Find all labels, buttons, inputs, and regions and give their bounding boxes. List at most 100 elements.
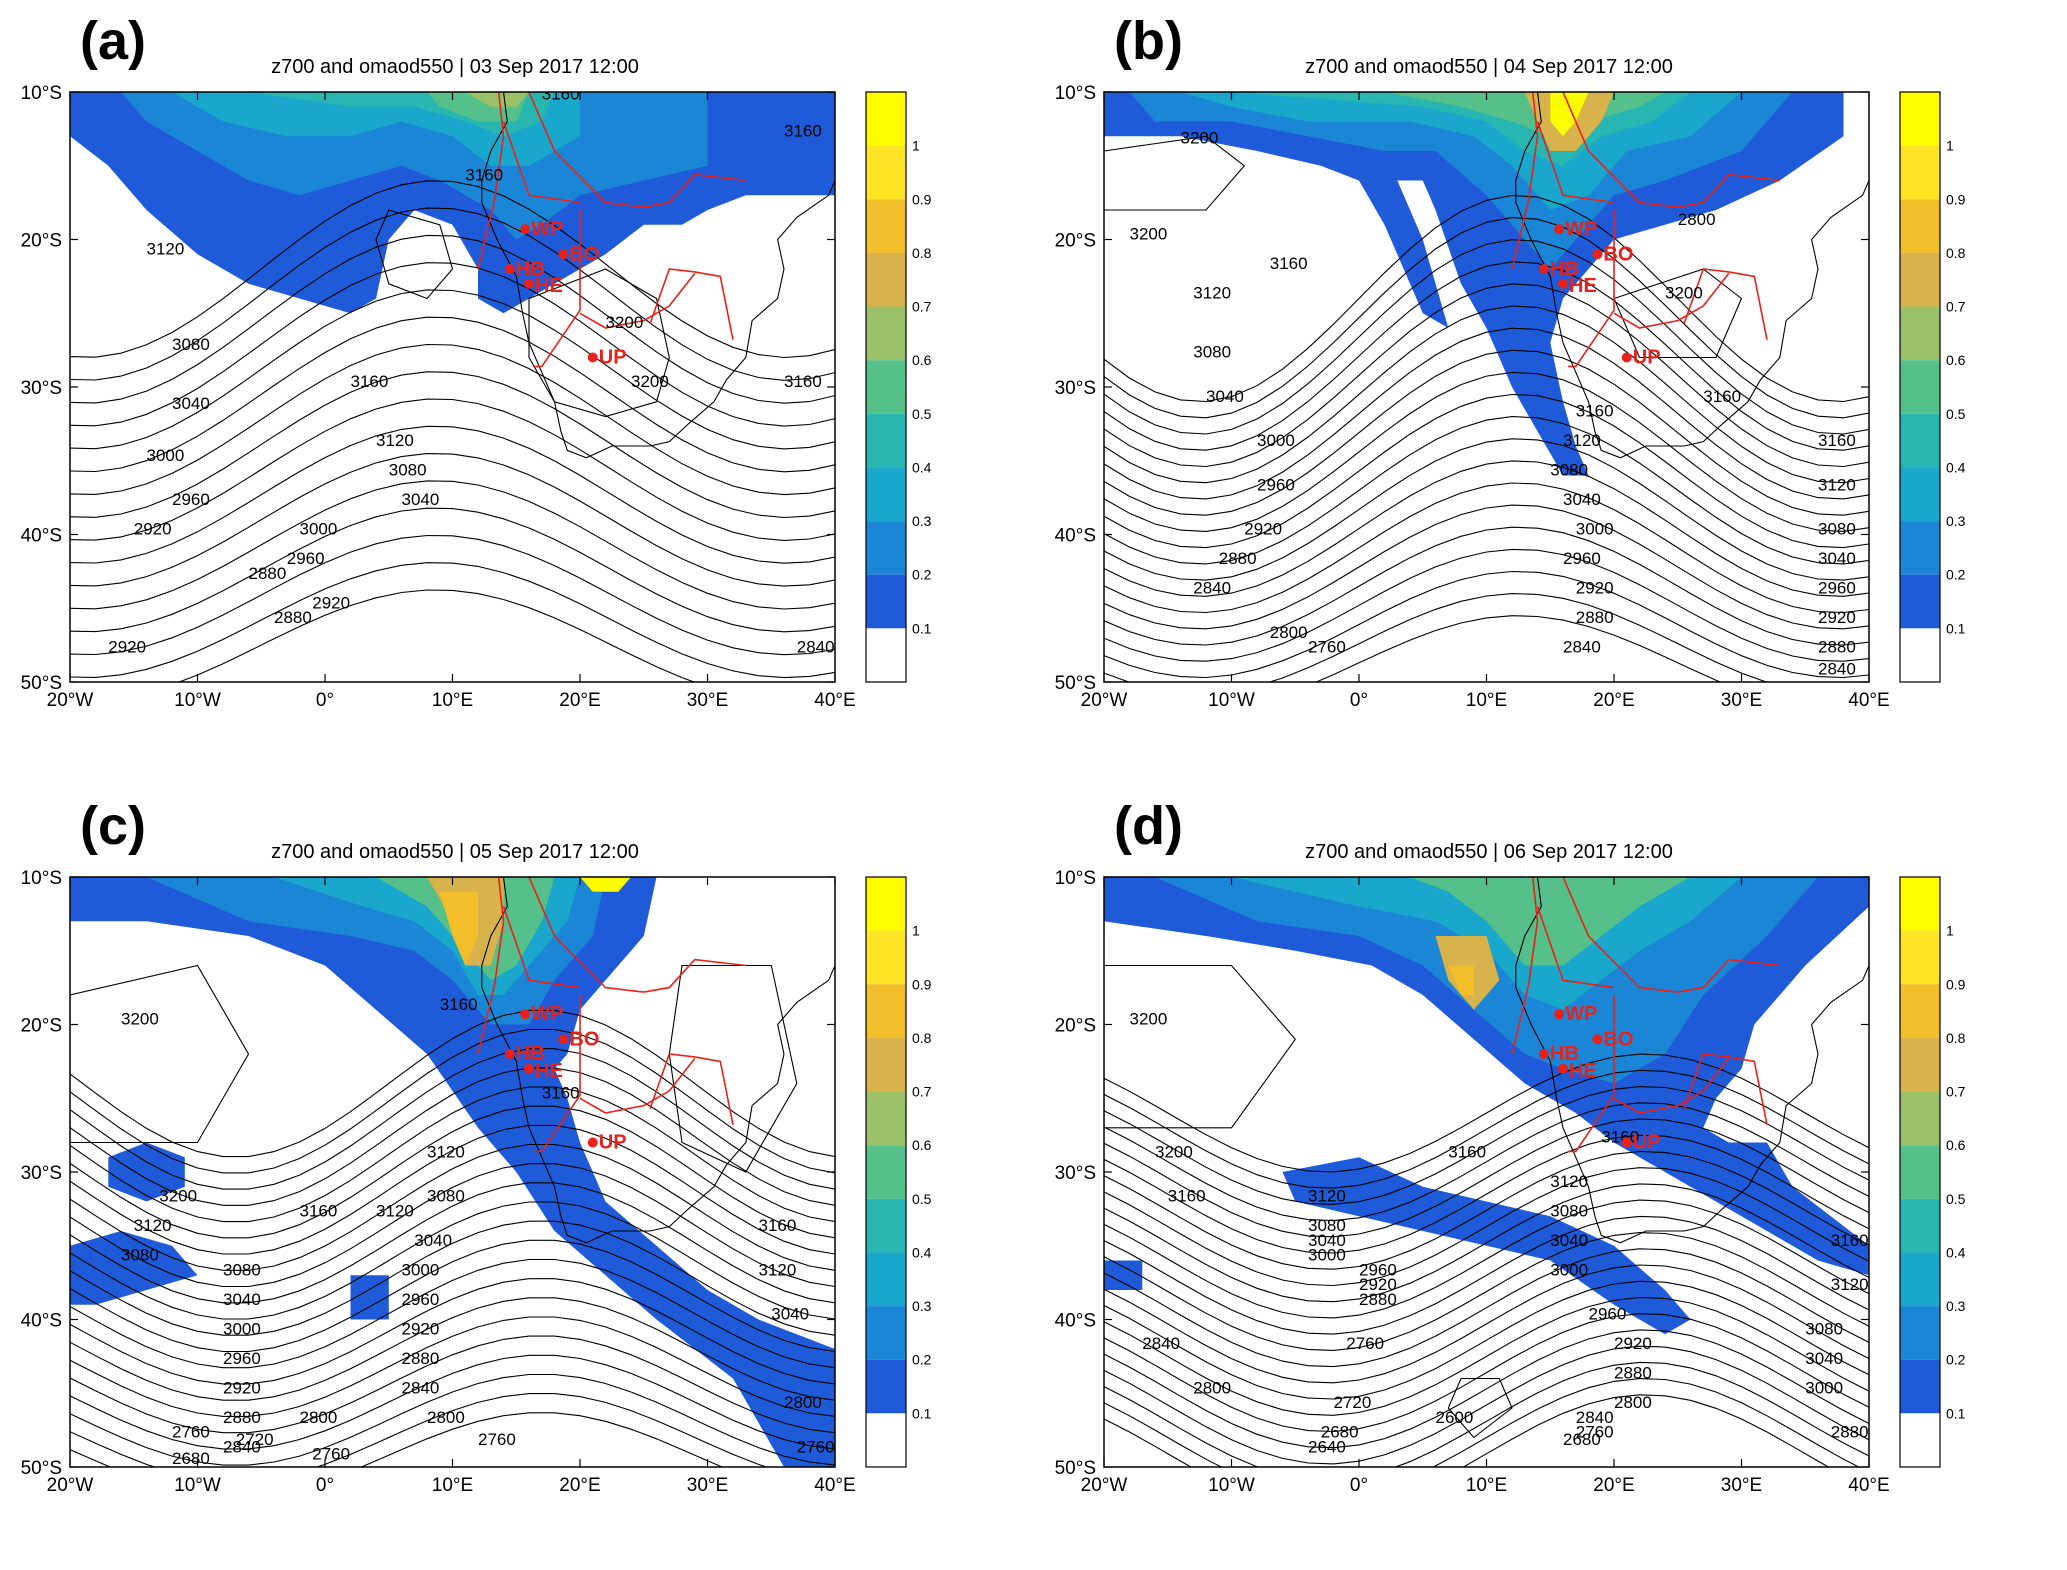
contour-label: 2920: [1244, 520, 1282, 539]
z700-contour: [70, 1048, 835, 1190]
contour-label: 2840: [402, 1378, 440, 1397]
contour-label: 2800: [784, 1393, 822, 1412]
contour-label: 2880: [1219, 549, 1257, 568]
contour-label: 3040: [172, 394, 210, 413]
lat-tick-label: 20°S: [21, 1016, 62, 1037]
z700-closed-contour: [1104, 135, 1246, 211]
contour-label: 3080: [389, 461, 427, 480]
z700-contour: [70, 1278, 835, 1385]
panel-letter: (c): [80, 796, 146, 856]
contour-label: 3040: [1818, 549, 1856, 568]
panel-letter: (a): [80, 11, 146, 71]
contour-label: 2680: [172, 1449, 210, 1468]
z700-closed-contour: [1447, 1377, 1513, 1439]
map-figure: 3200 3160 3200 3160 3120 3080 3120 3080 3040 3000…: [21, 868, 932, 1496]
colorbar-segment: [1900, 360, 1940, 414]
z700-contour: [1104, 1183, 1869, 1303]
site-label: HE: [1569, 1060, 1597, 1082]
lat-tick-label: 10°S: [21, 83, 62, 104]
lon-tick-label: 10°E: [432, 1475, 473, 1496]
site-marker: [587, 352, 598, 363]
lat-tick-label: 20°S: [1055, 1016, 1096, 1037]
contour-label: 3200: [1130, 1010, 1168, 1029]
aod-region: [70, 1231, 198, 1305]
contour-label: 2920: [1614, 1334, 1652, 1353]
colorbar-tick-label: 0.3: [1946, 1298, 1966, 1314]
colorbar-segment: [866, 1252, 906, 1307]
site-label: WP: [1565, 218, 1597, 240]
contour-label: 3160: [1576, 402, 1614, 421]
contour-label: 3040: [402, 490, 440, 509]
contour-label: 2960: [1818, 579, 1856, 598]
contour-label: 2840: [797, 638, 835, 657]
colorbar-segment: [1900, 1198, 1940, 1253]
lon-tick-label: 10°W: [174, 1475, 221, 1496]
contour-label: 3160: [351, 372, 389, 391]
contour-label: 2800: [1193, 1378, 1231, 1397]
colorbar-frame: [865, 876, 907, 1468]
z700-contour: [1104, 1329, 1869, 1449]
colorbar-tick-label: 0.7: [1946, 1084, 1966, 1100]
z700-contour: [1104, 1361, 1869, 1467]
contour-label: 3000: [1308, 1246, 1346, 1265]
aod-region: [1104, 1260, 1143, 1290]
country-border: [502, 906, 581, 989]
site-label: UP: [599, 347, 627, 369]
z700-contour: [70, 1220, 835, 1336]
contour-label: 2920: [223, 1378, 261, 1397]
contour-label: 3000: [1550, 1260, 1588, 1279]
colorbar-segment: [866, 1359, 906, 1414]
colorbar-segment: [866, 413, 906, 468]
contour-label: 3040: [1805, 1349, 1843, 1368]
z700-contour: [1104, 1248, 1869, 1368]
colorbar-tick-label: 0.7: [1946, 299, 1966, 315]
lon-tick-label: 10°E: [1466, 1475, 1507, 1496]
contour-label: 3000: [402, 1260, 440, 1279]
z700-contour: [1104, 438, 1869, 581]
z700-contour: [70, 371, 835, 519]
site-marker: [558, 1034, 569, 1045]
z700-closed-contour: [528, 268, 670, 418]
contour-label: 2920: [1818, 608, 1856, 627]
z700-contour: [70, 1143, 835, 1271]
colorbar-tick-label: 0.1: [912, 620, 932, 636]
z700-contour: [1104, 548, 1869, 662]
lon-tick-label: 0°: [316, 1475, 334, 1496]
contour-label: 2840: [1576, 1408, 1614, 1427]
lat-tick-label: 40°S: [21, 526, 62, 547]
colorbar-segment: [1900, 92, 1940, 146]
colorbar-segment: [1900, 1306, 1940, 1360]
contour-label: 3160: [1831, 1231, 1869, 1250]
contour-label: 3200: [1665, 284, 1703, 303]
aod-region: [350, 1275, 389, 1320]
contour-label: 3040: [771, 1305, 809, 1324]
contour-label: 2720: [1334, 1393, 1372, 1412]
site-label: UP: [1633, 347, 1661, 369]
z700-contour: [1104, 239, 1869, 435]
lat-tick-label: 30°S: [21, 378, 62, 399]
country-border: [649, 1053, 734, 1125]
contour-label: 2800: [427, 1408, 465, 1427]
z700-contour: [1104, 1280, 1869, 1400]
site-marker: [504, 264, 515, 274]
z700-contour: [70, 316, 835, 473]
lat-tick-label: 30°S: [1055, 378, 1096, 399]
z700-contour: [70, 480, 835, 610]
contour-label: 3040: [1206, 387, 1244, 406]
country-border: [534, 210, 581, 368]
country-border: [528, 92, 644, 208]
z700-contour: [1104, 1118, 1869, 1238]
site-label: HE: [535, 275, 563, 297]
colorbar-tick-label: 0.8: [912, 1030, 932, 1046]
country-border: [1613, 1057, 1730, 1114]
colorbar-tick-label: 0.2: [912, 567, 932, 583]
colorbar-tick-label: 0.2: [1946, 567, 1966, 583]
lat-tick-label: 20°S: [1055, 231, 1096, 252]
z700-contour: [1104, 1102, 1869, 1222]
panel-c: (c) z700 and omaod550 | 05 Sep 2017 12:0…: [0, 785, 1033, 1570]
colorbar-tick-label: 0.8: [1946, 1030, 1966, 1046]
colorbar-segment: [1900, 252, 1940, 307]
z700-contour: [1104, 1394, 1830, 1467]
colorbar-tick-label: 0.4: [1946, 459, 1966, 475]
colorbar-segment: [1900, 1413, 1940, 1467]
